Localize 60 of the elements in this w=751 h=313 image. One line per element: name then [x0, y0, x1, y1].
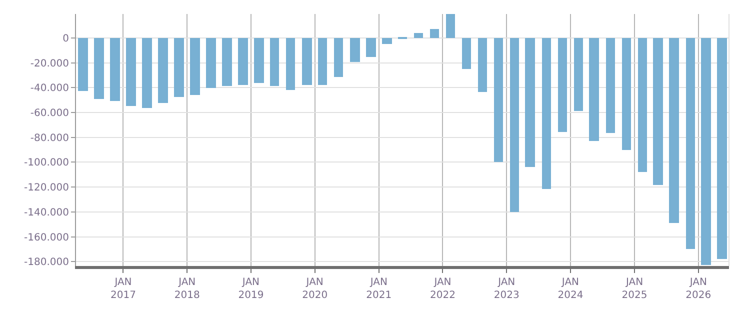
bar [701, 38, 711, 265]
bar [238, 38, 248, 85]
y-tick-label: -140.000 [24, 207, 69, 218]
bar [686, 38, 695, 249]
y-tick-label: -120.000 [24, 182, 69, 194]
bar [78, 38, 88, 91]
bar [174, 38, 184, 97]
bar [382, 38, 392, 44]
bar [525, 38, 535, 167]
bar [717, 38, 727, 259]
bar [222, 38, 232, 86]
y-tick-label: -80.000 [30, 132, 69, 144]
bar [558, 38, 567, 132]
x-tick-label: JAN 2025 [622, 277, 648, 301]
bar [462, 38, 471, 69]
y-tick-label: -160.000 [24, 232, 69, 244]
x-tick-label: JAN 2024 [558, 277, 584, 301]
x-tick-label: JAN 2022 [430, 277, 456, 301]
bar [318, 38, 327, 85]
bar [638, 38, 647, 172]
bar [542, 38, 551, 189]
bar [653, 38, 663, 185]
bar [142, 38, 152, 108]
bar [110, 38, 120, 101]
bar [446, 14, 455, 38]
bar [478, 38, 487, 92]
bar [302, 38, 312, 85]
bar [270, 38, 279, 86]
bar [254, 38, 264, 83]
x-tick-label: JAN 2019 [238, 277, 264, 301]
bar [669, 38, 679, 223]
x-tick-label: JAN 2018 [174, 277, 200, 301]
y-tick-label: 0 [62, 33, 69, 44]
x-tick-label: JAN 2021 [366, 277, 392, 301]
bar [158, 38, 168, 103]
x-tick-label: JAN 2017 [110, 277, 136, 301]
y-tick-label: -180.000 [24, 257, 69, 268]
y-tick-label: -20.000 [30, 58, 69, 70]
bar [126, 38, 136, 106]
bar [622, 38, 631, 150]
bar [94, 38, 104, 99]
bar [494, 38, 503, 162]
bar [206, 38, 216, 88]
bar [510, 38, 519, 212]
y-tick-label: -60.000 [30, 108, 69, 119]
bar [589, 38, 599, 141]
y-tick-label: -100.000 [24, 158, 69, 169]
bar [190, 38, 200, 95]
bar [574, 38, 583, 111]
bar [606, 38, 615, 133]
bar [366, 38, 376, 57]
bar [286, 38, 295, 90]
bar [350, 38, 360, 62]
bar [334, 38, 343, 77]
x-tick-label: JAN 2020 [302, 277, 328, 301]
bar [430, 29, 439, 38]
y-tick-label: -40.000 [30, 83, 69, 94]
x-tick-label: JAN 2026 [686, 277, 712, 301]
bar [414, 33, 423, 38]
x-tick-label: JAN 2023 [494, 277, 520, 301]
